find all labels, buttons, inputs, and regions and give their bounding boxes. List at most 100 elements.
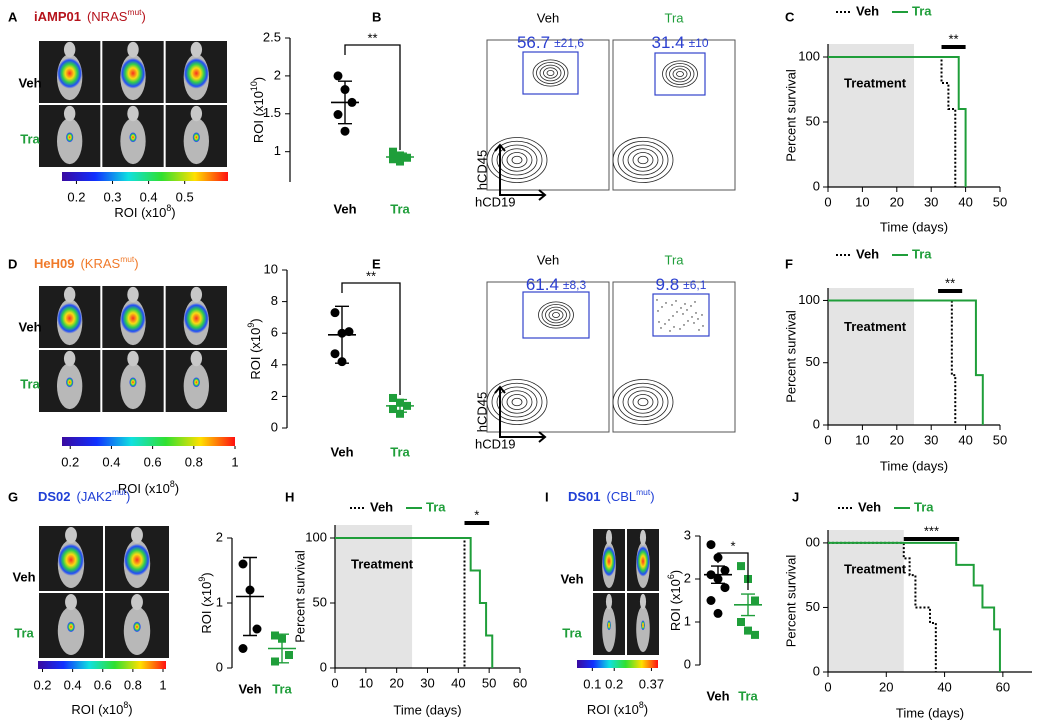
x-tick-label: 30 — [924, 432, 938, 447]
y-axis-label-part: ) — [199, 572, 214, 576]
row-label: Tra — [14, 625, 34, 640]
mouse-head — [63, 41, 76, 58]
error-bar — [393, 398, 407, 413]
mouse-head — [63, 350, 76, 367]
event — [656, 299, 658, 301]
contour — [501, 390, 533, 414]
row-label: Veh — [18, 319, 41, 334]
contour — [669, 65, 691, 83]
flow-y-label: hCD45 — [474, 150, 489, 190]
point — [330, 308, 340, 318]
point — [720, 583, 730, 593]
legend-label: Tra — [426, 499, 446, 514]
y-axis-label: ROI (x1010) — [249, 77, 266, 143]
legend-label: Veh — [858, 499, 881, 514]
x-tick-label: 0 — [824, 194, 831, 209]
x-tick-label: 30 — [924, 194, 938, 209]
y-tick-label: 1.5 — [263, 105, 281, 120]
flow-x-label: hCD19 — [475, 436, 515, 451]
colorbar-tick-label: 0.2 — [61, 454, 79, 469]
point — [330, 349, 340, 359]
panel-letter: I — [545, 489, 549, 504]
x-tick-label: 40 — [958, 432, 972, 447]
signal — [183, 57, 209, 89]
group-label: Tra — [664, 252, 684, 267]
contour — [622, 386, 664, 418]
contour — [486, 379, 548, 425]
x-axis-label: Time (days) — [393, 702, 461, 717]
gate-sd: ±21,6 — [554, 36, 584, 50]
contour — [662, 60, 698, 88]
group-label: Veh — [537, 252, 559, 267]
flow-x-label: hCD19 — [475, 194, 515, 209]
point — [389, 147, 397, 156]
x-axis-label: Time (days) — [880, 219, 948, 234]
y-tick-label: 2.5 — [263, 29, 281, 44]
mouse-head — [127, 105, 139, 122]
contour — [496, 386, 538, 418]
genotype: ) — [650, 489, 654, 504]
y-tick-label: 0 — [271, 419, 278, 434]
genotype: (CBL — [607, 489, 637, 504]
event — [675, 300, 677, 302]
signal — [636, 545, 650, 577]
contour — [632, 152, 654, 168]
y-axis-label: Percent survival — [783, 69, 798, 162]
contour — [612, 379, 674, 425]
signal — [606, 620, 612, 631]
event — [664, 323, 666, 325]
contour — [637, 397, 649, 407]
y-axis-label-part: ) — [668, 570, 683, 574]
colorbar — [38, 661, 166, 669]
colorbar-tick-label: 0.6 — [144, 454, 162, 469]
x-tick-label: 20 — [879, 679, 893, 694]
colorbar-tick-label: 0.2 — [33, 677, 51, 692]
contour — [617, 382, 669, 422]
point — [271, 657, 279, 666]
treatment-shade — [828, 530, 904, 672]
point — [396, 157, 404, 166]
y-axis-label-part: 10 — [249, 81, 259, 91]
point — [720, 565, 730, 575]
panel-letter: D — [8, 256, 17, 271]
point — [333, 71, 343, 81]
flow-y-label: hCD45 — [474, 392, 489, 432]
x-tick-label: Tra — [738, 688, 758, 703]
colorbar-label-part: ROI (x10 — [114, 205, 166, 220]
significance-label: * — [730, 538, 735, 553]
contour — [552, 311, 560, 319]
genotype: ) — [142, 9, 146, 24]
x-tick-label: 50 — [993, 194, 1007, 209]
event — [668, 319, 670, 321]
contour — [627, 148, 659, 172]
event — [682, 313, 684, 315]
event — [660, 327, 662, 329]
y-tick-label: 2 — [271, 388, 278, 403]
event — [702, 325, 704, 327]
point — [706, 596, 716, 605]
point — [271, 631, 279, 640]
point — [389, 405, 397, 414]
significance-label: *** — [924, 523, 939, 538]
mouse-head — [65, 527, 77, 544]
model-title: HeH09 (KRASmut) — [34, 254, 139, 271]
signal — [192, 377, 201, 388]
x-tick-label: 0 — [824, 679, 831, 694]
point — [389, 155, 397, 164]
survival-curve — [335, 537, 494, 668]
y-tick-label: 2 — [274, 67, 281, 82]
point — [713, 608, 723, 618]
colorbar-tick-label: 0.3 — [103, 189, 121, 204]
event — [687, 320, 689, 322]
colorbar-label-part: 8 — [166, 203, 171, 213]
colorbar-tick-label: 0.1 — [583, 676, 601, 691]
signal — [120, 57, 146, 89]
mouse-head — [639, 593, 647, 610]
colorbar-label: ROI (x108) — [71, 700, 132, 717]
y-tick-label: 1 — [216, 594, 223, 609]
colorbar-label: ROI (x108) — [587, 700, 648, 717]
event — [684, 303, 686, 305]
legend-label: Tra — [912, 246, 932, 261]
contour — [665, 63, 695, 85]
